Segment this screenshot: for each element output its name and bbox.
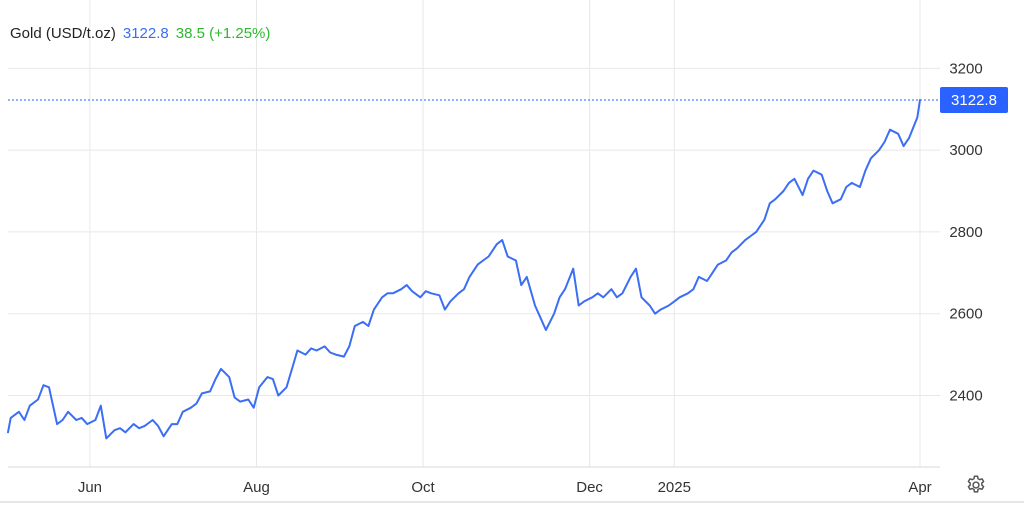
legend-change: 38.5 (+1.25%): [175, 25, 271, 42]
y-tick-label: 3000: [949, 142, 982, 159]
x-tick-label: 2025: [658, 479, 691, 496]
legend-instrument: Gold (USD/t.oz): [10, 25, 116, 42]
y-tick-label: 2600: [949, 306, 982, 323]
x-axis-ticks: Jun Aug Oct Dec 2025 Apr: [78, 479, 932, 496]
last-price-tag-label: 3122.8: [951, 92, 997, 109]
x-tick-label: Aug: [243, 479, 270, 496]
series-line-gold: [7, 99, 921, 440]
grid-lines: [8, 0, 940, 467]
y-tick-label: 2400: [949, 387, 982, 404]
x-tick-label: Oct: [411, 479, 435, 496]
last-price-tag-background: [940, 86, 1008, 113]
chart-legend: Gold (USD/t.oz) 3122.8 38.5 (+1.25%): [10, 25, 277, 42]
last-price-tag: 3122.8: [940, 86, 1008, 113]
settings-gear-icon[interactable]: [965, 474, 987, 496]
x-tick-label: Dec: [576, 479, 603, 496]
legend-last-value: 3122.8: [122, 25, 169, 42]
x-tick-label: Apr: [908, 479, 931, 496]
y-tick-label: 3200: [949, 60, 982, 77]
x-tick-label: Jun: [78, 479, 102, 496]
y-tick-label: 2800: [949, 224, 982, 241]
y-axis-ticks: 2400 2600 2800 3000 3200: [949, 60, 982, 404]
